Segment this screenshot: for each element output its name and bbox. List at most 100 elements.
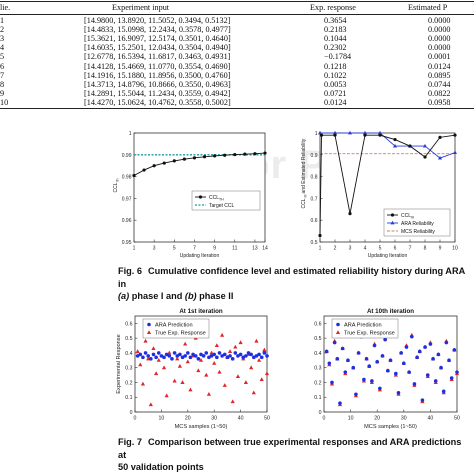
fig7a-ara-point	[217, 351, 222, 355]
fig7b-xtick-label: 20	[374, 416, 380, 422]
fig7a-true-point	[138, 362, 143, 367]
fig7b-ara-point	[423, 345, 427, 349]
fig7b-ara-point	[433, 379, 438, 383]
fig7a-ara-point	[188, 355, 193, 360]
fig6b-ytick-label: 0.8	[311, 175, 318, 181]
fig7a-ara-point	[172, 351, 177, 355]
fig6a-plot-frame	[133, 132, 266, 243]
fig6a-ytick-label: 0.99	[122, 153, 132, 159]
fig7a-true-point	[177, 363, 182, 368]
fig6a-ccl-point	[142, 168, 146, 172]
row-input: [15.3621, 16.9097, 12.5174, 0.3501, 0.46…	[84, 34, 231, 44]
fig7b-ara-point	[351, 365, 356, 370]
fig6a-legend-ccl-marker	[198, 195, 203, 199]
fig6b-ylabel-sub: III	[304, 195, 308, 198]
fig7b-ara-point	[362, 377, 366, 382]
fig7-caption-label: Fig. 7	[118, 437, 142, 447]
fig6-caption-a: (a)	[118, 291, 130, 301]
fig6a-ccl-point	[172, 159, 176, 163]
fig6b-ylabel: CCL	[301, 198, 307, 208]
fig6b-ccl-point	[363, 133, 367, 137]
fig7b-ara-point	[404, 345, 409, 349]
fig7b-ytick-label: 0.3	[314, 366, 321, 372]
fig7a-ara-point	[149, 357, 153, 361]
fig6a-ccl-point	[233, 152, 237, 157]
fig7b-xlabel: MCS samples (1~50)	[364, 424, 417, 430]
fig7a-ara-point	[262, 351, 267, 355]
fig7a-ara-point	[196, 357, 201, 361]
fig7a-true-point	[222, 383, 227, 387]
fig7b-ara-point	[402, 361, 406, 366]
row-estimated: 0.0000	[428, 43, 451, 53]
row-response: 0.1022	[324, 70, 347, 80]
fig7a-true-point	[230, 399, 235, 404]
fig7a-ara-point	[259, 355, 264, 360]
fig6a-ytick-label: 0.96	[122, 218, 132, 224]
fig7-caption: Fig. 7 Comparison between true experiment…	[118, 436, 468, 474]
fig7b-ara-point	[354, 392, 358, 397]
fig7b-ara-point	[420, 398, 425, 402]
fig7a-ara-point	[265, 354, 269, 358]
row-response: 0.2183	[324, 25, 347, 35]
fig7a-ytick-label: 0.6	[125, 321, 132, 327]
fig7a-true-point	[220, 332, 225, 337]
row-input: [12.6778, 16.5394, 11.6817, 0.3463, 0.49…	[84, 52, 231, 62]
fig6b-ytick-label: 0.5	[311, 240, 318, 246]
fig7a-ara-point	[146, 354, 150, 358]
fig7b-ara-point	[412, 382, 417, 386]
fig7a-xtick-label: 50	[264, 416, 270, 422]
fig7a-ytick-label: 0.4	[125, 351, 132, 357]
fig7a-ara-point	[186, 351, 190, 355]
fig7b-title: At 10th iteration	[367, 308, 414, 315]
fig7a-ara-point	[254, 354, 259, 358]
fig7a-true-point	[140, 381, 146, 386]
row-index: 2	[0, 25, 5, 35]
fig7b-ara-point	[431, 357, 435, 361]
fig6a-legend-target-label: Target CCL	[209, 203, 235, 209]
fig7b-ara-point	[340, 346, 345, 351]
fig7b-ara-point	[335, 357, 340, 361]
fig7b-ara-point	[356, 351, 361, 355]
fig7a-ara-point	[230, 357, 235, 361]
fig6a-ccl-line	[133, 152, 266, 176]
fig7a-ara-point	[151, 352, 156, 357]
row-input: [14.3713, 14.8796, 10.8666, 0.3550, 0.49…	[84, 79, 231, 89]
fig7a-true-point	[259, 377, 264, 382]
fig6a-ylabel: CCL	[113, 182, 119, 192]
fig7a-ytick-label: 0	[130, 410, 133, 416]
fig6b-ara-point	[438, 155, 442, 160]
table-bottom-rule	[0, 108, 474, 109]
fig6b-ccl-point	[333, 133, 337, 137]
row-estimated: 0.0000	[428, 34, 451, 44]
fig6b-ara-point	[348, 130, 352, 135]
fig7b-ytick-label: 0	[319, 410, 322, 416]
fig7b-ara-point	[449, 376, 454, 380]
fig7a-ara-point	[141, 355, 145, 360]
fig7b-ara-point	[455, 370, 459, 374]
fig7a-ara-point	[135, 354, 140, 358]
fig6a-ccl-point	[192, 156, 197, 160]
fig6b-ara-point	[423, 143, 427, 148]
fig7a-ara-point	[170, 357, 174, 361]
fig7b-ara-point	[399, 351, 403, 355]
fig7a-title: At 1st iteration	[179, 308, 223, 315]
fig7a-ara-point	[178, 352, 182, 357]
fig7a-ara-point	[199, 352, 203, 357]
row-response: 0.0721	[324, 88, 347, 98]
fig6a-ccl-point	[223, 153, 227, 157]
fig7a-ara-point	[207, 355, 211, 360]
fig7a-xtick-label: 10	[159, 416, 165, 422]
fig7a-ara-point	[220, 354, 224, 358]
fig7a-ytick-label: 0.3	[125, 366, 132, 372]
fig7a-ara-point	[252, 355, 256, 360]
fig7b-ytick-label: 0.6	[314, 321, 321, 327]
fig7a-true-point	[235, 374, 241, 379]
fig6b-legend-ccl-marker	[390, 213, 395, 217]
fig7b-ara-point	[388, 358, 393, 363]
fig7a-true-point	[154, 371, 159, 376]
fig6b-xtick-label: 2	[334, 246, 337, 252]
fig6b-xtick-label: 8	[424, 246, 427, 252]
fig7b-xtick-label: 10	[348, 416, 354, 422]
fig7b-ara-point	[370, 379, 374, 383]
